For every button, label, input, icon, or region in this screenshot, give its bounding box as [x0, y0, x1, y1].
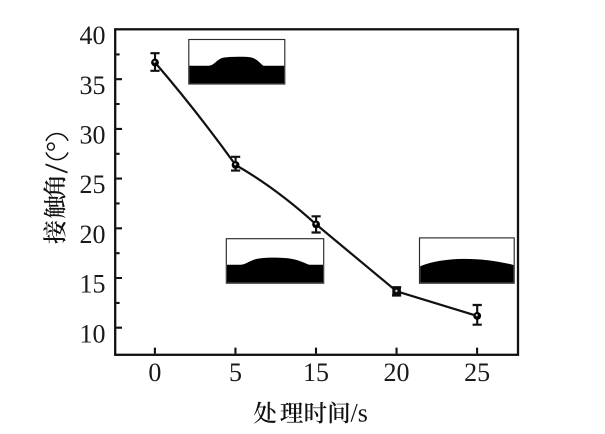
svg-text:40: 40	[80, 21, 106, 50]
svg-text:25: 25	[80, 170, 106, 199]
svg-text:20: 20	[384, 358, 410, 387]
svg-text:15: 15	[80, 270, 106, 299]
svg-text:25: 25	[464, 358, 490, 387]
svg-text:10: 10	[80, 319, 106, 348]
svg-text:5: 5	[229, 358, 242, 387]
svg-text:/s: /s	[351, 399, 368, 428]
svg-text:15: 15	[303, 358, 329, 387]
svg-text:20: 20	[80, 220, 106, 249]
svg-text:30: 30	[80, 121, 106, 150]
svg-text:35: 35	[80, 71, 106, 100]
svg-text:0: 0	[148, 358, 161, 387]
